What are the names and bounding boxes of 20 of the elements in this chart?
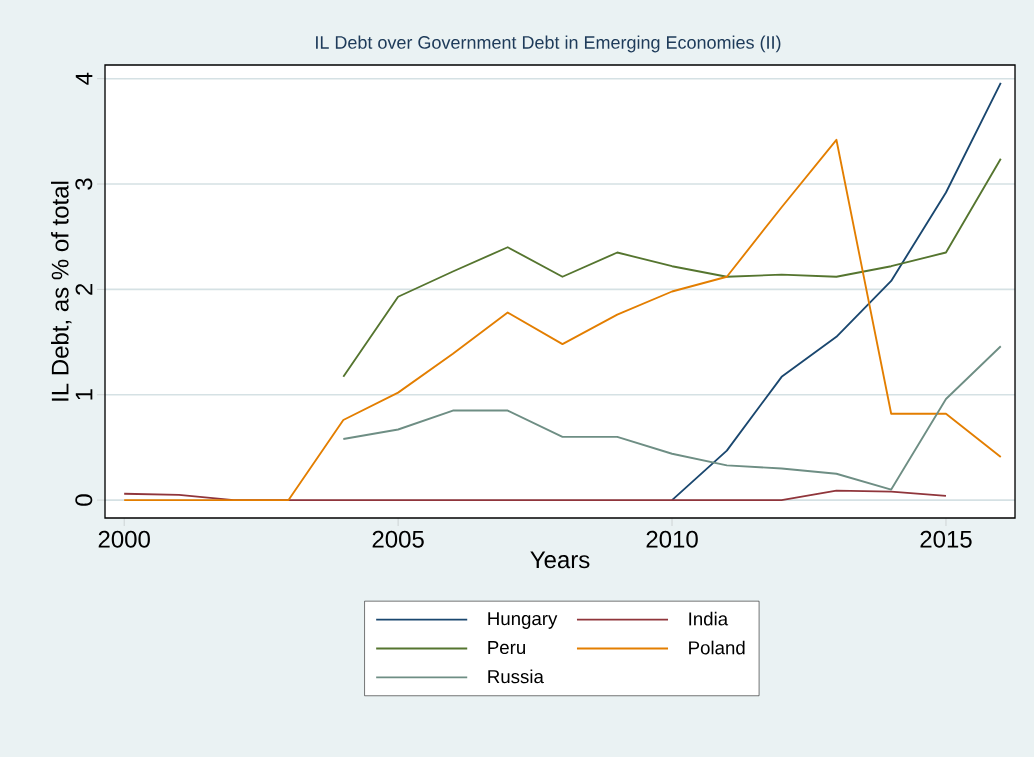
legend-label: India (689, 611, 729, 626)
legend-label: Peru (488, 641, 525, 655)
line-series (342, 157, 1002, 378)
chart-title: IL Debt over Government Debt in Emerging Economies (II) (316, 35, 781, 53)
x-tick-label: 2015 (920, 530, 972, 548)
y-tick-label: 4 (75, 72, 93, 85)
x-tick-label: 2010 (646, 530, 698, 548)
y-tick-label: 3 (75, 178, 93, 190)
legend-label: Hungary (488, 612, 558, 629)
x-tick-label: 2000 (98, 530, 150, 548)
line-series (342, 345, 1002, 491)
x-axis-title: Years (530, 551, 590, 569)
y-tick-label: 1 (75, 389, 93, 400)
line-series (671, 81, 1002, 502)
x-tick-label: 2005 (372, 530, 424, 548)
legend-label: Poland (689, 640, 745, 655)
y-tick-label: 0 (75, 494, 93, 506)
y-axis-title: IL Debt, as % of total (51, 181, 72, 401)
y-tick-label: 2 (75, 283, 93, 295)
legend-label: Russia (488, 669, 544, 684)
